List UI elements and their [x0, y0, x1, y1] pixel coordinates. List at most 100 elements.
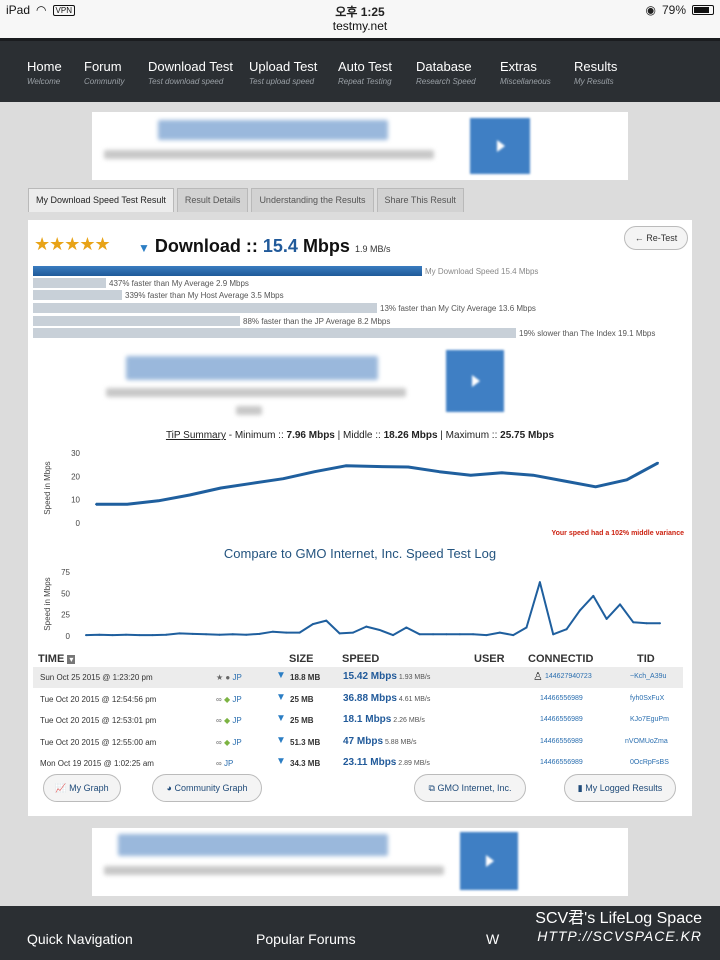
top-navigation: Home Welcome Forum Community Download Te…: [0, 38, 720, 102]
download-unit: Mbps: [297, 236, 350, 256]
tab-result-details[interactable]: Result Details: [176, 188, 249, 212]
status-left: iPad ◠ VPN: [6, 3, 75, 17]
android-icon: ◆: [223, 695, 231, 704]
ad-play-icon: [460, 832, 518, 890]
sort-icon[interactable]: ▾: [67, 655, 76, 664]
variance-note: Your speed had a 102% middle variance: [551, 530, 684, 537]
data-point: [418, 633, 421, 636]
comparison-bar-jp-average: [33, 316, 240, 326]
table-row[interactable]: Sun Oct 25 2015 @ 1:23:20 pm ★ ● JP ▼ 18…: [33, 667, 683, 688]
y-axis-label: Speed in Mbps: [43, 461, 52, 514]
nav-item-upload-test[interactable]: Upload Test Test upload speed: [249, 59, 317, 86]
tab-my-download-result[interactable]: My Download Speed Test Result: [28, 188, 174, 212]
data-point: [191, 632, 194, 635]
comparison-label: 19% slower than The Index 19.1 Mbps: [519, 329, 656, 338]
tab-share-result[interactable]: Share This Result: [376, 188, 464, 212]
data-point: [298, 631, 301, 634]
tip-mid-label: | Middle ::: [334, 430, 384, 441]
region-link[interactable]: JP: [232, 673, 242, 682]
cell-tid[interactable]: 0OcRpFsBS: [630, 759, 669, 766]
cell-icons: ∞ JP: [216, 759, 233, 768]
result-tabs: My Download Speed Test Result Result Det…: [28, 188, 464, 212]
tip-summary-link[interactable]: TiP Summary: [165, 430, 226, 441]
isp-compare-chart: Speed in Mbps 0 25 50 75: [43, 568, 661, 641]
y-tick-label: 10: [71, 496, 80, 505]
advertisement-banner[interactable]: [92, 828, 628, 896]
advertisement-banner[interactable]: [92, 112, 628, 180]
region-link[interactable]: JP: [232, 695, 242, 704]
tab-understanding-results[interactable]: Understanding the Results: [251, 188, 374, 212]
cell-time: Mon Oct 19 2015 @ 1:02:25 am: [40, 759, 154, 768]
table-row[interactable]: Tue Oct 20 2015 @ 12:55:00 am ∞ ◆ JP ▼ 5…: [33, 732, 683, 753]
footer-partial-link[interactable]: W: [486, 931, 500, 947]
ad-play-icon[interactable]: [446, 350, 504, 412]
my-logged-results-button[interactable]: ▮ My Logged Results: [564, 774, 676, 802]
col-user-header: USER: [474, 653, 505, 665]
nav-item-results[interactable]: Results My Results: [574, 59, 617, 86]
footer-quick-navigation[interactable]: Quick Navigation: [27, 931, 133, 947]
region-link[interactable]: JP: [223, 759, 234, 768]
nav-item-auto-test[interactable]: Auto Test Repeat Testing: [338, 59, 392, 86]
watermark-title: SCV君's LifeLog Space: [535, 910, 702, 927]
footer: Quick Navigation Popular Forums W: [0, 906, 720, 960]
footer-popular-forums[interactable]: Popular Forums: [256, 931, 356, 947]
cell-tid[interactable]: ~Kch_A39u: [630, 673, 667, 680]
cell-tid[interactable]: nVOMUoZma: [625, 738, 668, 745]
cell-connectid[interactable]: 14466556989: [540, 716, 583, 723]
glasses-icon: ∞: [216, 695, 222, 704]
address-bar-url[interactable]: testmy.net: [332, 19, 388, 33]
comparison-bar-my-average: [33, 278, 106, 288]
data-point: [188, 494, 191, 496]
nav-item-download-test[interactable]: Download Test Test download speed: [148, 59, 233, 86]
col-time-header[interactable]: TIME ▾: [38, 653, 76, 665]
button-label: GMO Internet, Inc.: [437, 783, 512, 793]
data-point: [405, 626, 408, 629]
nav-item-home[interactable]: Home Welcome: [27, 59, 62, 86]
table-row[interactable]: Tue Oct 20 2015 @ 12:53:01 pm ∞ ◆ JP ▼ 2…: [33, 710, 683, 731]
data-point: [645, 622, 648, 625]
cell-connectid[interactable]: 14466556989: [540, 759, 583, 766]
table-row[interactable]: Tue Oct 20 2015 @ 12:54:56 pm ∞ ◆ JP ▼ 2…: [33, 689, 683, 710]
ad-text-blur: [106, 388, 406, 397]
nav-item-database[interactable]: Database Research Speed: [416, 59, 476, 86]
region-link[interactable]: JP: [232, 738, 242, 747]
y-tick-label: 0: [76, 519, 81, 528]
data-point: [445, 633, 448, 636]
cell-time: Tue Oct 20 2015 @ 12:55:00 am: [40, 738, 157, 747]
y-tick-label: 30: [71, 449, 80, 458]
result-panel: ★★★★★ ▼ Download :: 15.4 Mbps 1.9 MB/s ←…: [28, 220, 692, 816]
button-label: My Graph: [69, 783, 109, 793]
data-point: [231, 633, 234, 636]
status-time: 오후 1:25: [335, 5, 385, 19]
data-point: [365, 625, 368, 628]
cell-speed: 36.88 Mbps 4.61 MB/s: [343, 693, 430, 704]
nav-sub: Test download speed: [148, 77, 224, 86]
retest-button[interactable]: ← Re-Test: [624, 226, 688, 250]
nav-item-forum[interactable]: Forum Community: [84, 59, 124, 86]
nav-sub: Test upload speed: [249, 77, 315, 86]
data-point: [218, 633, 221, 636]
table-row[interactable]: Mon Oct 19 2015 @ 1:02:25 am ∞ JP ▼ 34.3…: [33, 753, 683, 774]
col-size-header: SIZE: [289, 653, 314, 665]
data-point: [338, 632, 341, 635]
cell-connectid[interactable]: 14466556989: [540, 738, 583, 745]
nav-item-extras[interactable]: Extras Miscellaneous: [500, 59, 551, 86]
cell-tid[interactable]: KJo7EguPm: [630, 716, 669, 723]
gmo-internet-button[interactable]: ⧉ GMO Internet, Inc.: [414, 774, 526, 802]
nav-sub: My Results: [574, 77, 614, 86]
my-graph-button[interactable]: 📈 My Graph: [43, 774, 121, 802]
cell-connectid[interactable]: 14466556989: [540, 695, 583, 702]
data-point: [469, 474, 472, 477]
data-point: [438, 470, 441, 473]
cell-tid[interactable]: fyh0SxFuX: [630, 695, 665, 702]
cell-speed: 47 Mbps 5.88 MB/s: [343, 736, 416, 747]
region-link[interactable]: JP: [232, 716, 242, 725]
data-point: [594, 485, 597, 488]
status-right: ◉ 79%: [645, 3, 714, 17]
cell-connectid[interactable]: 144627940723: [545, 673, 592, 680]
cell-time: Sun Oct 25 2015 @ 1:23:20 pm: [40, 673, 153, 682]
community-graph-button[interactable]: ◕ Community Graph: [152, 774, 262, 802]
nav-sub: Community: [84, 77, 125, 86]
data-point: [632, 621, 635, 624]
y-tick-label: 75: [61, 568, 70, 577]
